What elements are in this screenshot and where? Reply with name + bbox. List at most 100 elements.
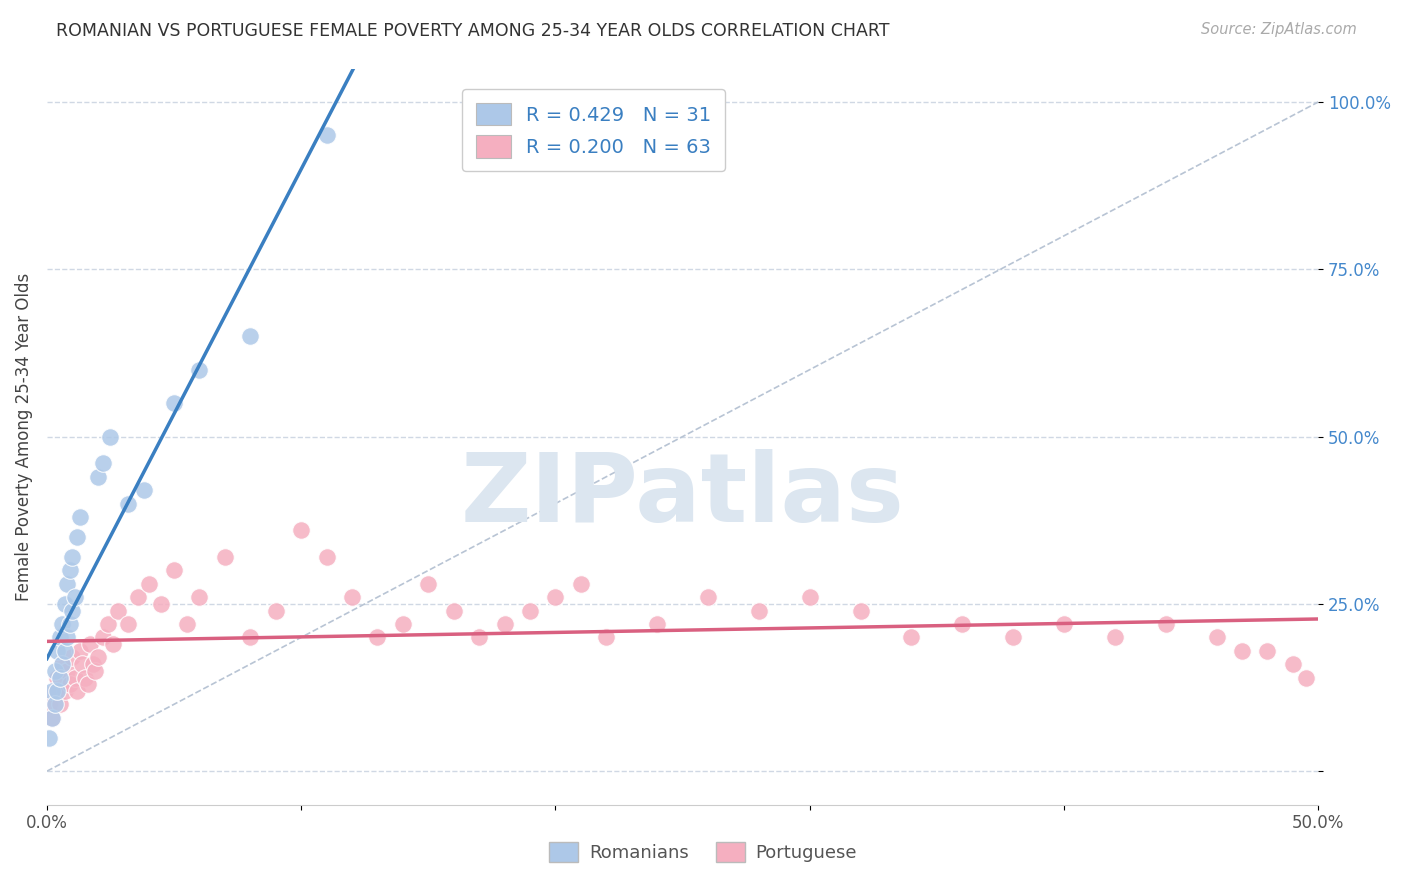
Text: ZIPatlas: ZIPatlas [461,449,904,542]
Point [66,530,89,544]
Point [264,604,287,618]
Point [214,550,236,565]
Point [127,591,149,605]
Point [53,597,76,611]
Point [569,577,592,591]
Point [1256,644,1278,658]
Point [366,631,388,645]
Point [46,644,69,658]
Point [494,617,516,632]
Point [87,650,110,665]
Point [132,483,155,497]
Point [72,657,94,672]
Point [48,671,70,685]
Point [69,509,91,524]
Point [748,604,770,618]
Point [340,591,363,605]
Point [51,617,73,632]
Legend: R = 0.429   N = 31, R = 0.200   N = 63: R = 0.429 N = 31, R = 0.200 N = 63 [463,89,725,171]
Point [117,496,139,510]
Point [697,591,720,605]
Point [519,604,541,618]
Point [799,591,821,605]
Point [239,631,262,645]
Point [138,577,160,591]
Point [84,664,107,678]
Point [56,664,79,678]
Point [443,604,465,618]
Point [150,597,173,611]
Point [46,671,69,685]
Point [56,577,79,591]
Point [48,631,70,645]
Point [60,604,83,618]
Point [163,564,186,578]
Point [290,523,312,537]
Point [76,677,98,691]
Point [59,617,82,632]
Point [163,396,186,410]
Point [544,591,567,605]
Point [1002,631,1025,645]
Point [239,329,262,343]
Point [60,650,83,665]
Point [41,711,63,725]
Point [87,469,110,483]
Point [101,637,124,651]
Point [66,684,89,698]
Point [645,617,668,632]
Point [51,657,73,672]
Point [38,731,60,745]
Point [188,591,211,605]
Point [60,550,83,565]
Point [59,677,82,691]
Point [63,671,86,685]
Point [418,577,440,591]
Point [1154,617,1177,632]
Point [51,657,73,672]
Point [56,631,79,645]
Text: Source: ZipAtlas.com: Source: ZipAtlas.com [1201,22,1357,37]
Point [176,617,198,632]
Point [595,631,617,645]
Point [48,698,70,712]
Point [91,631,114,645]
Point [900,631,922,645]
Point [53,644,76,658]
Point [1053,617,1076,632]
Point [1230,644,1253,658]
Point [44,664,66,678]
Point [63,591,86,605]
Point [1205,631,1227,645]
Point [188,362,211,376]
Point [53,684,76,698]
Point [1295,671,1317,685]
Point [950,617,973,632]
Point [73,671,96,685]
Point [117,617,139,632]
Point [44,684,66,698]
Point [41,711,63,725]
Point [1282,657,1305,672]
Point [315,128,337,143]
Point [79,637,101,651]
Point [100,429,122,443]
Legend: Romanians, Portuguese: Romanians, Portuguese [541,834,865,870]
Point [97,617,120,632]
Point [44,698,66,712]
Point [46,684,69,698]
Point [59,564,82,578]
Point [69,644,91,658]
Point [38,698,60,712]
Point [41,684,63,698]
Point [82,657,104,672]
Point [315,550,337,565]
Point [91,456,114,470]
Point [468,631,491,645]
Text: ROMANIAN VS PORTUGUESE FEMALE POVERTY AMONG 25-34 YEAR OLDS CORRELATION CHART: ROMANIAN VS PORTUGUESE FEMALE POVERTY AM… [56,22,890,40]
Point [849,604,872,618]
Point [392,617,415,632]
Point [1104,631,1126,645]
Point [107,604,129,618]
Y-axis label: Female Poverty Among 25-34 Year Olds: Female Poverty Among 25-34 Year Olds [15,272,32,600]
